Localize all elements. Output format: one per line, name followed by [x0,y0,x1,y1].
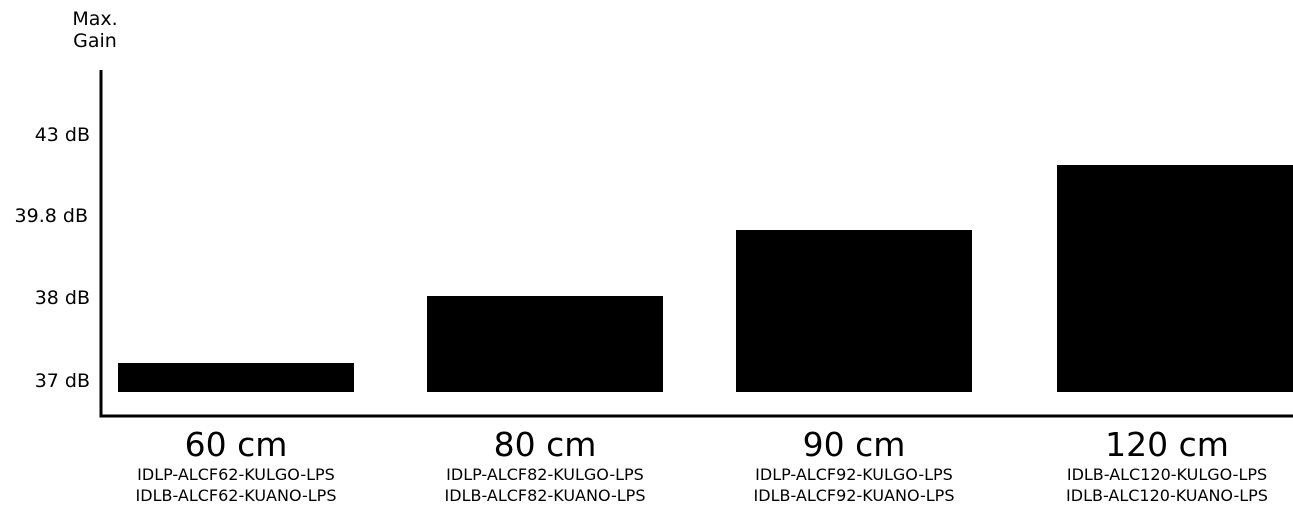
category-model-2: IDLB-ALC120-KUANO-LPS [1066,486,1268,505]
category-model-1: IDLP-ALCF62-KULGO-LPS [137,465,335,484]
bar-90cm [736,230,972,392]
category-model-2: IDLB-ALCF92-KUANO-LPS [753,486,955,505]
category-model-2: IDLB-ALCF62-KUANO-LPS [135,486,337,505]
y-tick-label-43: 43 dB [34,124,90,146]
category-model-1: IDLB-ALC120-KULGO-LPS [1066,465,1268,484]
category-size-label: 120 cm [1105,425,1229,464]
category-90cm: 90 cm IDLP-ALCF92-KULGO-LPS IDLB-ALCF92-… [704,426,1004,506]
category-model-2: IDLB-ALCF82-KUANO-LPS [444,486,646,505]
y-tick-label-37: 37 dB [34,370,90,392]
y-axis-title-line-2: Gain [73,30,117,52]
category-model-1: IDLP-ALCF82-KULGO-LPS [446,465,644,484]
category-80cm: 80 cm IDLP-ALCF82-KULGO-LPS IDLB-ALCF82-… [395,426,695,506]
category-size-label: 60 cm [184,425,288,464]
bar-80cm [427,296,663,392]
category-size-label: 90 cm [802,425,906,464]
bar-60cm [118,363,354,392]
category-60cm: 60 cm IDLP-ALCF62-KULGO-LPS IDLB-ALCF62-… [86,426,386,506]
category-size-label: 80 cm [493,425,597,464]
bar-120cm [1057,165,1293,392]
category-model-1: IDLP-ALCF92-KULGO-LPS [755,465,953,484]
y-axis-title: Max. Gain [60,8,130,52]
y-axis-title-line-1: Max. [72,8,118,30]
y-tick-label-38: 38 dB [34,287,90,309]
y-tick-label-39-8: 39.8 dB [14,205,88,227]
bars-group [118,165,1293,392]
category-120cm: 120 cm IDLB-ALC120-KULGO-LPS IDLB-ALC120… [1017,426,1293,506]
